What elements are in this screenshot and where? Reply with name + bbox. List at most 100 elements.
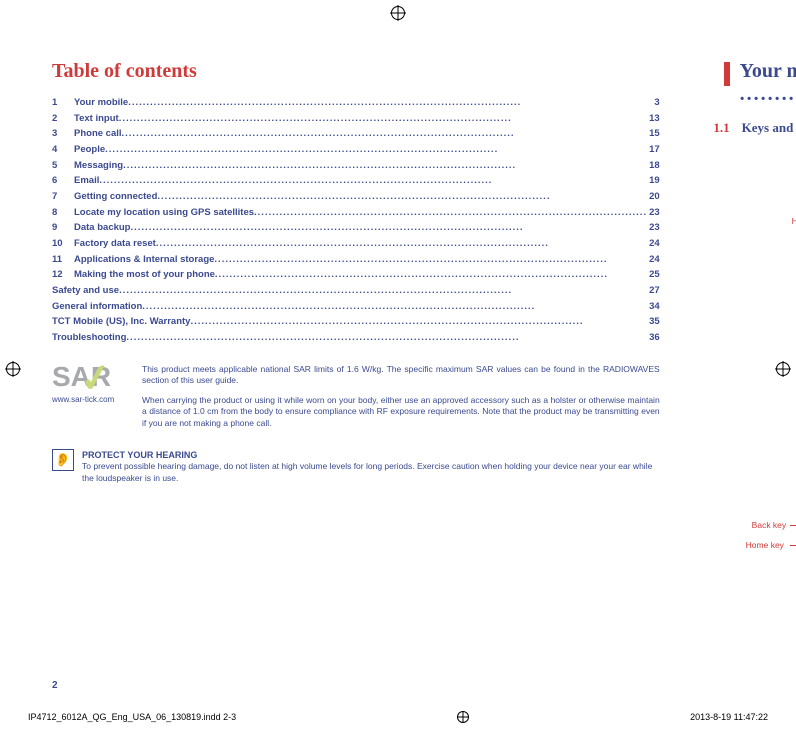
page-num-left: 2 (52, 680, 58, 691)
toc-page: 3 (652, 95, 659, 111)
spread: Table of contents 1Your mobile32Text inp… (28, 30, 768, 687)
toc-row: 6Email 19 (52, 173, 660, 189)
section-dots (740, 83, 796, 105)
left-page: Table of contents 1Your mobile32Text inp… (28, 30, 680, 687)
toc-dots (131, 220, 648, 236)
toc-dots (126, 330, 647, 346)
toc-num: 10 (52, 236, 74, 252)
subsection-num: 1.1 (704, 120, 730, 136)
toc-num: 2 (52, 111, 74, 127)
toc-dots (254, 205, 647, 221)
sar-logo-text: SAR ✓ (52, 364, 132, 389)
subsection-title: Keys and connectors (742, 120, 796, 136)
ear-icon: 👂 (52, 449, 74, 471)
toc-label: Your mobile (74, 95, 128, 111)
toc-page: 23 (647, 220, 660, 236)
toc-row: Safety and use27 (52, 283, 660, 299)
toc-dots (119, 111, 647, 127)
toc-dots (215, 267, 647, 283)
toc-label: Messaging (74, 158, 123, 174)
toc-num: 9 (52, 220, 74, 236)
toc-dots (128, 95, 652, 111)
toc-dots (105, 142, 647, 158)
toc-num: 8 (52, 205, 74, 221)
toc-row: 1Your mobile 3 (52, 95, 660, 111)
section-num-bar (724, 62, 730, 86)
line-back (790, 525, 796, 526)
hearing-body: To prevent possible hearing damage, do n… (82, 461, 660, 484)
right-page: Your mobile 1.1 Keys and connectors Powe… (700, 30, 796, 687)
toc-row: 10Factory data reset24 (52, 236, 660, 252)
toc-label: Text input (74, 111, 119, 127)
toc-row: Troubleshooting 36 (52, 330, 660, 346)
toc-page: 19 (647, 173, 660, 189)
print-footer: IP4712_6012A_QG_Eng_USA_06_130819.indd 2… (28, 711, 768, 723)
toc-num: 11 (52, 252, 74, 268)
line-home-h (790, 545, 796, 546)
toc-label: Email (74, 173, 99, 189)
toc-dots (157, 189, 647, 205)
hearing-text: PROTECT YOUR HEARING To prevent possible… (82, 449, 660, 484)
toc-dots (122, 126, 648, 142)
toc-label: People (74, 142, 105, 158)
sar-p2: When carrying the product or using it wh… (142, 395, 660, 429)
toc-page: 35 (647, 314, 660, 330)
toc-label: Troubleshooting (52, 330, 126, 346)
toc-num: 1 (52, 95, 74, 111)
label-home: Home key (746, 540, 784, 550)
toc-page: 17 (647, 142, 660, 158)
toc-label: General information (52, 299, 142, 315)
toc-label: Data backup (74, 220, 131, 236)
checkmark-icon: ✓ (78, 360, 114, 398)
toc-page: 36 (647, 330, 660, 346)
toc-num: 3 (52, 126, 74, 142)
toc-page: 34 (647, 299, 660, 315)
toc-tail: Safety and use27General information 34 TCT… (52, 283, 660, 346)
sar-p1: This product meets applicable national S… (142, 364, 660, 387)
section-title-text: Your mobile (740, 60, 796, 82)
toc-row: 3Phone call 15 (52, 126, 660, 142)
toc-dots (190, 314, 647, 330)
reg-left (6, 362, 20, 376)
toc-label: Applications & Internal storage (74, 252, 214, 268)
toc-label: TCT Mobile (US), Inc. Warranty (52, 314, 190, 330)
toc-row: 2Text input13 (52, 111, 660, 127)
hearing-title: PROTECT YOUR HEARING (82, 449, 660, 461)
toc-page: 24 (647, 252, 660, 268)
toc-dots (214, 252, 647, 268)
toc-page: 15 (647, 126, 660, 142)
toc-row: 4People 17 (52, 142, 660, 158)
toc-page: 24 (647, 236, 660, 252)
toc-label: Getting connected (74, 189, 157, 205)
label-back: Back key (752, 520, 787, 530)
toc-label: Making the most of your phone (74, 267, 215, 283)
toc-label: Safety and use (52, 283, 119, 299)
toc-row: 7Getting connected 20 (52, 189, 660, 205)
reg-top (391, 6, 405, 20)
sar-paragraphs: This product meets applicable national S… (142, 364, 660, 437)
toc-row: General information 34 (52, 299, 660, 315)
toc-page: 20 (647, 189, 660, 205)
toc-label: Phone call (74, 126, 122, 142)
toc-num: 12 (52, 267, 74, 283)
toc-dots (156, 236, 647, 252)
toc-page: 25 (647, 267, 660, 283)
section-title: Your mobile (740, 60, 796, 106)
toc-num: 4 (52, 142, 74, 158)
toc-dots (123, 158, 647, 174)
section-header: Your mobile (724, 60, 796, 106)
hearing-block: 👂 PROTECT YOUR HEARING To prevent possib… (52, 449, 660, 484)
toc-dots (142, 299, 647, 315)
toc-label: Locate my location using GPS satellites (74, 205, 254, 221)
toc-row: 5Messaging18 (52, 158, 660, 174)
toc-list: 1Your mobile32Text input133Phone call154… (52, 95, 660, 283)
footer-file: IP4712_6012A_QG_Eng_USA_06_130819.indd 2… (28, 712, 236, 722)
toc-num: 7 (52, 189, 74, 205)
toc-num: 5 (52, 158, 74, 174)
subsection: 1.1 Keys and connectors (704, 120, 796, 136)
toc-dots (99, 173, 647, 189)
toc-title: Table of contents (52, 60, 660, 83)
sar-logo: SAR ✓ www.sar-tick.com (52, 364, 132, 437)
toc-dots (119, 283, 647, 299)
toc-num: 6 (52, 173, 74, 189)
